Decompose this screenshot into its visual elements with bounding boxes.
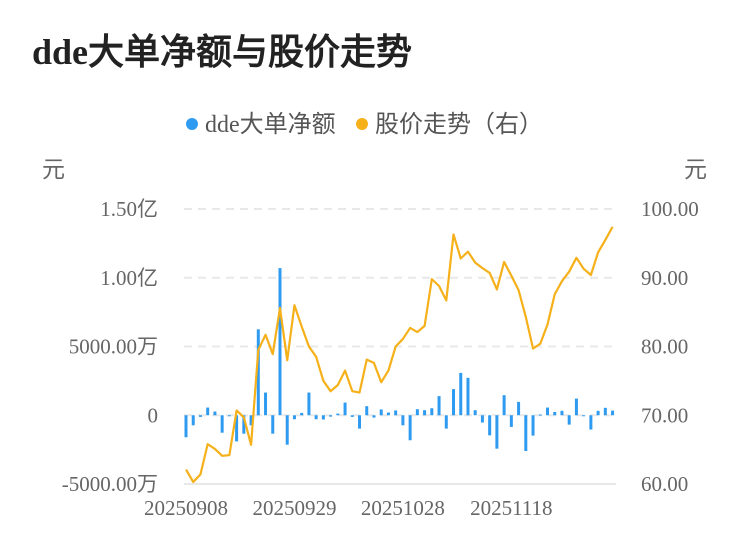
bar (560, 410, 564, 416)
bar (386, 412, 390, 416)
bar (278, 268, 282, 416)
bar (423, 410, 427, 416)
right-tick-label: 100.00 (641, 197, 699, 221)
bar (191, 415, 195, 426)
bar (379, 409, 383, 416)
bar (220, 415, 224, 433)
bar (401, 415, 405, 426)
right-tick-label: 80.00 (641, 335, 688, 359)
bar (285, 415, 289, 445)
bar (408, 415, 412, 441)
bar (307, 392, 311, 416)
bar (242, 415, 246, 434)
bar (336, 413, 340, 416)
bar (473, 410, 477, 416)
bar (611, 410, 615, 416)
bar (596, 410, 600, 416)
bar (350, 415, 354, 417)
left-unit-label: 元 (42, 157, 65, 182)
left-tick-label: 5000.00万 (69, 335, 158, 359)
legend-marker-price (356, 118, 368, 130)
chart-title: dde大单净额与股价走势 (32, 32, 413, 72)
bar (466, 377, 470, 416)
bar (524, 415, 528, 451)
bar (444, 415, 448, 429)
bar (509, 415, 513, 427)
bar (206, 407, 210, 416)
bar (314, 415, 318, 420)
bar (394, 410, 398, 416)
bar (198, 415, 202, 417)
bar (271, 415, 275, 434)
x-tick-label: 20250908 (144, 496, 228, 520)
x-tick-label: 20250929 (252, 496, 336, 520)
left-tick-label: 1.00亿 (100, 266, 158, 290)
bar (256, 329, 260, 416)
bar (430, 408, 434, 416)
bar (603, 407, 607, 416)
bar (459, 372, 463, 416)
bar (365, 406, 369, 416)
right-unit-label: 元 (684, 157, 707, 182)
bar (538, 414, 542, 416)
bar (574, 398, 578, 416)
bar (452, 389, 456, 416)
bar (415, 409, 419, 416)
bar (553, 411, 557, 416)
bar (329, 415, 333, 417)
bar (358, 415, 362, 429)
bar (372, 415, 376, 418)
bar (495, 415, 499, 449)
bar (213, 411, 217, 416)
left-tick-label: -5000.00万 (62, 472, 158, 496)
bar (343, 402, 347, 416)
bar (437, 396, 441, 416)
x-tick-label: 20251028 (361, 496, 445, 520)
bar (480, 415, 484, 423)
bar (488, 415, 492, 436)
bar (184, 415, 188, 438)
bar (321, 415, 325, 420)
bar (546, 407, 549, 416)
bar (292, 415, 296, 420)
bar (582, 415, 586, 417)
left-tick-label: 0 (148, 403, 159, 427)
bar (249, 415, 253, 426)
bar (531, 415, 535, 436)
left-tick-label: 1.50亿 (100, 197, 158, 221)
legend-marker-dde (186, 118, 198, 130)
legend-label-price: 股价走势（右） (375, 111, 543, 138)
bar (235, 415, 239, 442)
bar (517, 401, 521, 416)
bar (502, 395, 506, 416)
bar (264, 392, 268, 416)
right-tick-label: 60.00 (641, 472, 688, 496)
bar (567, 415, 571, 425)
legend-label-dde: dde大单净额 (205, 111, 336, 138)
bar (300, 412, 304, 416)
bar (227, 415, 231, 417)
bar (589, 415, 593, 430)
x-tick-label: 20251118 (470, 496, 552, 520)
price-line (185, 226, 614, 484)
right-tick-label: 90.00 (641, 266, 688, 290)
right-tick-label: 70.00 (641, 403, 688, 427)
